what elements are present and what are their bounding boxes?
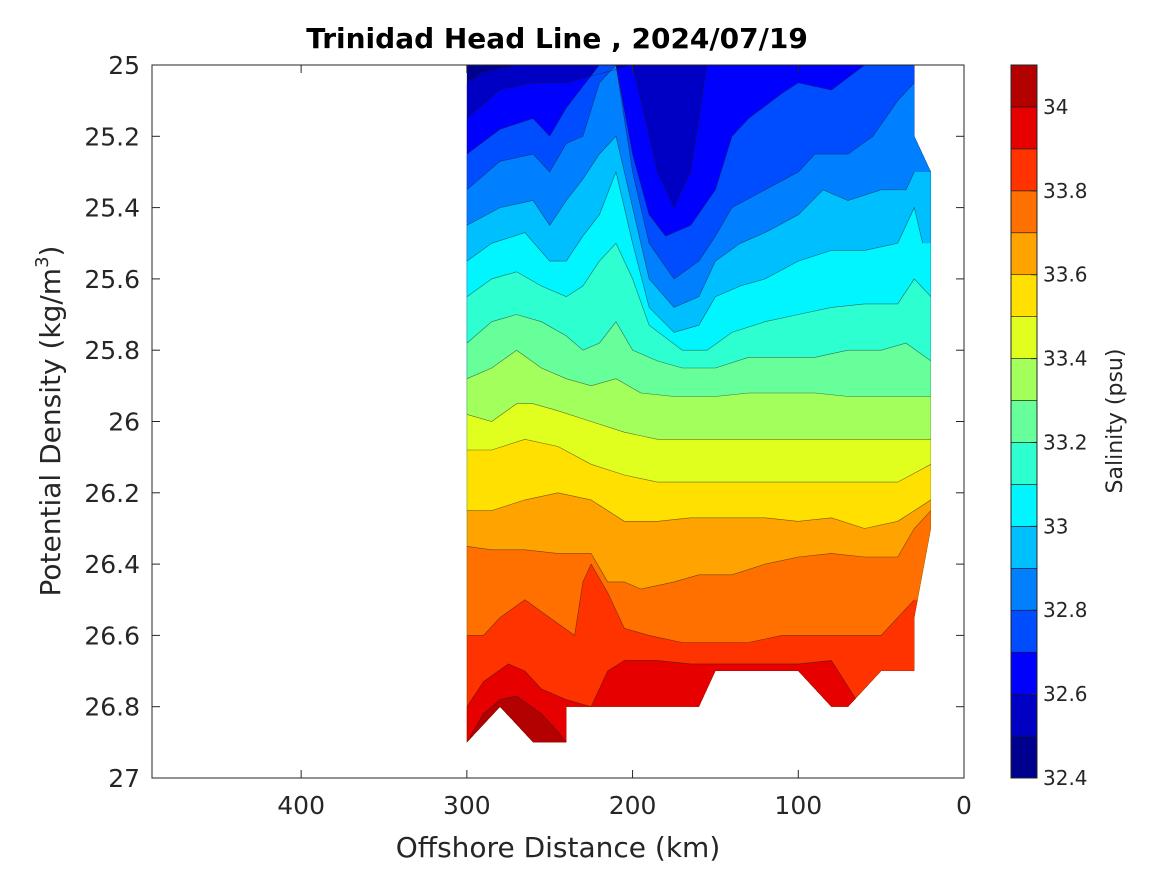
colorbar-tick-label: 32.6 bbox=[1043, 682, 1088, 706]
x-tick-label: 300 bbox=[443, 791, 491, 820]
colorbar-tick-label: 33.6 bbox=[1043, 263, 1088, 287]
contour-line-33.1 bbox=[466, 170, 923, 333]
colorbar-tick-label: 33.2 bbox=[1043, 430, 1088, 454]
x-tick-label: 100 bbox=[774, 791, 822, 820]
colorbar-swatch bbox=[1010, 316, 1038, 359]
colorbar-swatch bbox=[1010, 484, 1038, 527]
x-axis: 400 300 200 100 0 bbox=[277, 65, 972, 820]
colorbar-swatch bbox=[1010, 148, 1038, 192]
colorbar-swatch bbox=[1010, 735, 1038, 779]
contour-line-32.8 bbox=[466, 65, 865, 237]
contour-line-32.7 bbox=[466, 65, 708, 209]
contour-line-33.3 bbox=[466, 314, 931, 369]
colorbar-tick-label: 32.8 bbox=[1043, 598, 1088, 622]
contour-line-33.9 bbox=[466, 563, 915, 643]
contour-line-34 bbox=[466, 660, 874, 708]
colorbar-tick-label: 32.4 bbox=[1043, 766, 1088, 790]
colorbar-swatch bbox=[1010, 526, 1038, 569]
y-tick-label: 25 bbox=[108, 51, 140, 80]
data-boundary-outline bbox=[466, 65, 931, 743]
colorbar-swatch bbox=[1010, 651, 1038, 695]
x-tick-label: 200 bbox=[609, 791, 657, 820]
colorbar-tick-label: 33 bbox=[1043, 514, 1068, 538]
colorbar-swatch bbox=[1010, 567, 1038, 611]
colorbar-swatch bbox=[1010, 190, 1038, 234]
x-axis-label: Offshore Distance (km) bbox=[396, 831, 721, 864]
x-tick-label: 400 bbox=[277, 791, 325, 820]
y-tick-label: 25.2 bbox=[84, 122, 140, 151]
colorbar-swatch bbox=[1010, 693, 1038, 737]
y-tick-label: 25.4 bbox=[84, 194, 140, 223]
colorbar-swatch bbox=[1010, 442, 1038, 485]
colorbar-swatch bbox=[1010, 232, 1038, 276]
colorbar-swatch bbox=[1010, 106, 1038, 150]
y-axis-label: Potential Density (kg/m3) bbox=[32, 246, 67, 597]
colorbar-tick-label: 33.8 bbox=[1043, 179, 1088, 203]
y-axis-label-main: Potential Density (kg/m bbox=[34, 268, 67, 597]
y-tick-label: 26.8 bbox=[84, 693, 140, 722]
contour-line-32.6 bbox=[466, 65, 699, 84]
contour-line-33.4 bbox=[466, 349, 931, 397]
contour-line-34.1 bbox=[466, 695, 567, 743]
y-tick-label: 26 bbox=[108, 408, 140, 437]
colorbar-swatch bbox=[1010, 609, 1038, 653]
y-tick-label: 25.6 bbox=[84, 265, 140, 294]
colorbar-tick-label: 33.4 bbox=[1043, 347, 1088, 371]
y-tick-label: 25.8 bbox=[84, 336, 140, 365]
contour-line-32.9 bbox=[466, 65, 915, 280]
y-tick-label: 27 bbox=[108, 764, 140, 793]
contour-line-33.2 bbox=[466, 242, 931, 351]
colorbar-swatch bbox=[1010, 400, 1038, 443]
colorbar-frame bbox=[1010, 64, 1038, 779]
colorbar-swatch bbox=[1010, 358, 1038, 401]
contour-line-33.7 bbox=[466, 492, 931, 529]
contour-lines bbox=[466, 65, 931, 743]
colorbar-swatch bbox=[1010, 274, 1038, 317]
y-tick-label: 26.4 bbox=[84, 550, 140, 579]
colorbar-title: Salinity (psu) bbox=[1103, 349, 1128, 494]
contour-line-33.6 bbox=[466, 438, 931, 483]
contour-line-33.8 bbox=[466, 510, 931, 590]
contour-line-33 bbox=[466, 135, 915, 308]
y-tick-label: 26.6 bbox=[84, 621, 140, 650]
chart-title: Trinidad Head Line , 2024/07/19 bbox=[306, 22, 808, 55]
colorbar-swatch bbox=[1010, 64, 1038, 108]
contour-line-33.5 bbox=[466, 403, 931, 440]
colorbar: 32.4 32.6 32.8 33 33.2 33.4 33.6 33.8 34 bbox=[1010, 64, 1088, 790]
colorbar-tick-label: 34 bbox=[1043, 95, 1068, 119]
x-tick-label: 0 bbox=[956, 791, 972, 820]
y-axis-label-superscript: 3 bbox=[32, 256, 53, 267]
y-axis: 25 25.2 25.4 25.6 25.8 26 26.2 26.4 26.6 26.8 27 bbox=[84, 51, 964, 793]
y-axis-label-close: ) bbox=[34, 246, 67, 257]
y-tick-label: 26.2 bbox=[84, 479, 140, 508]
